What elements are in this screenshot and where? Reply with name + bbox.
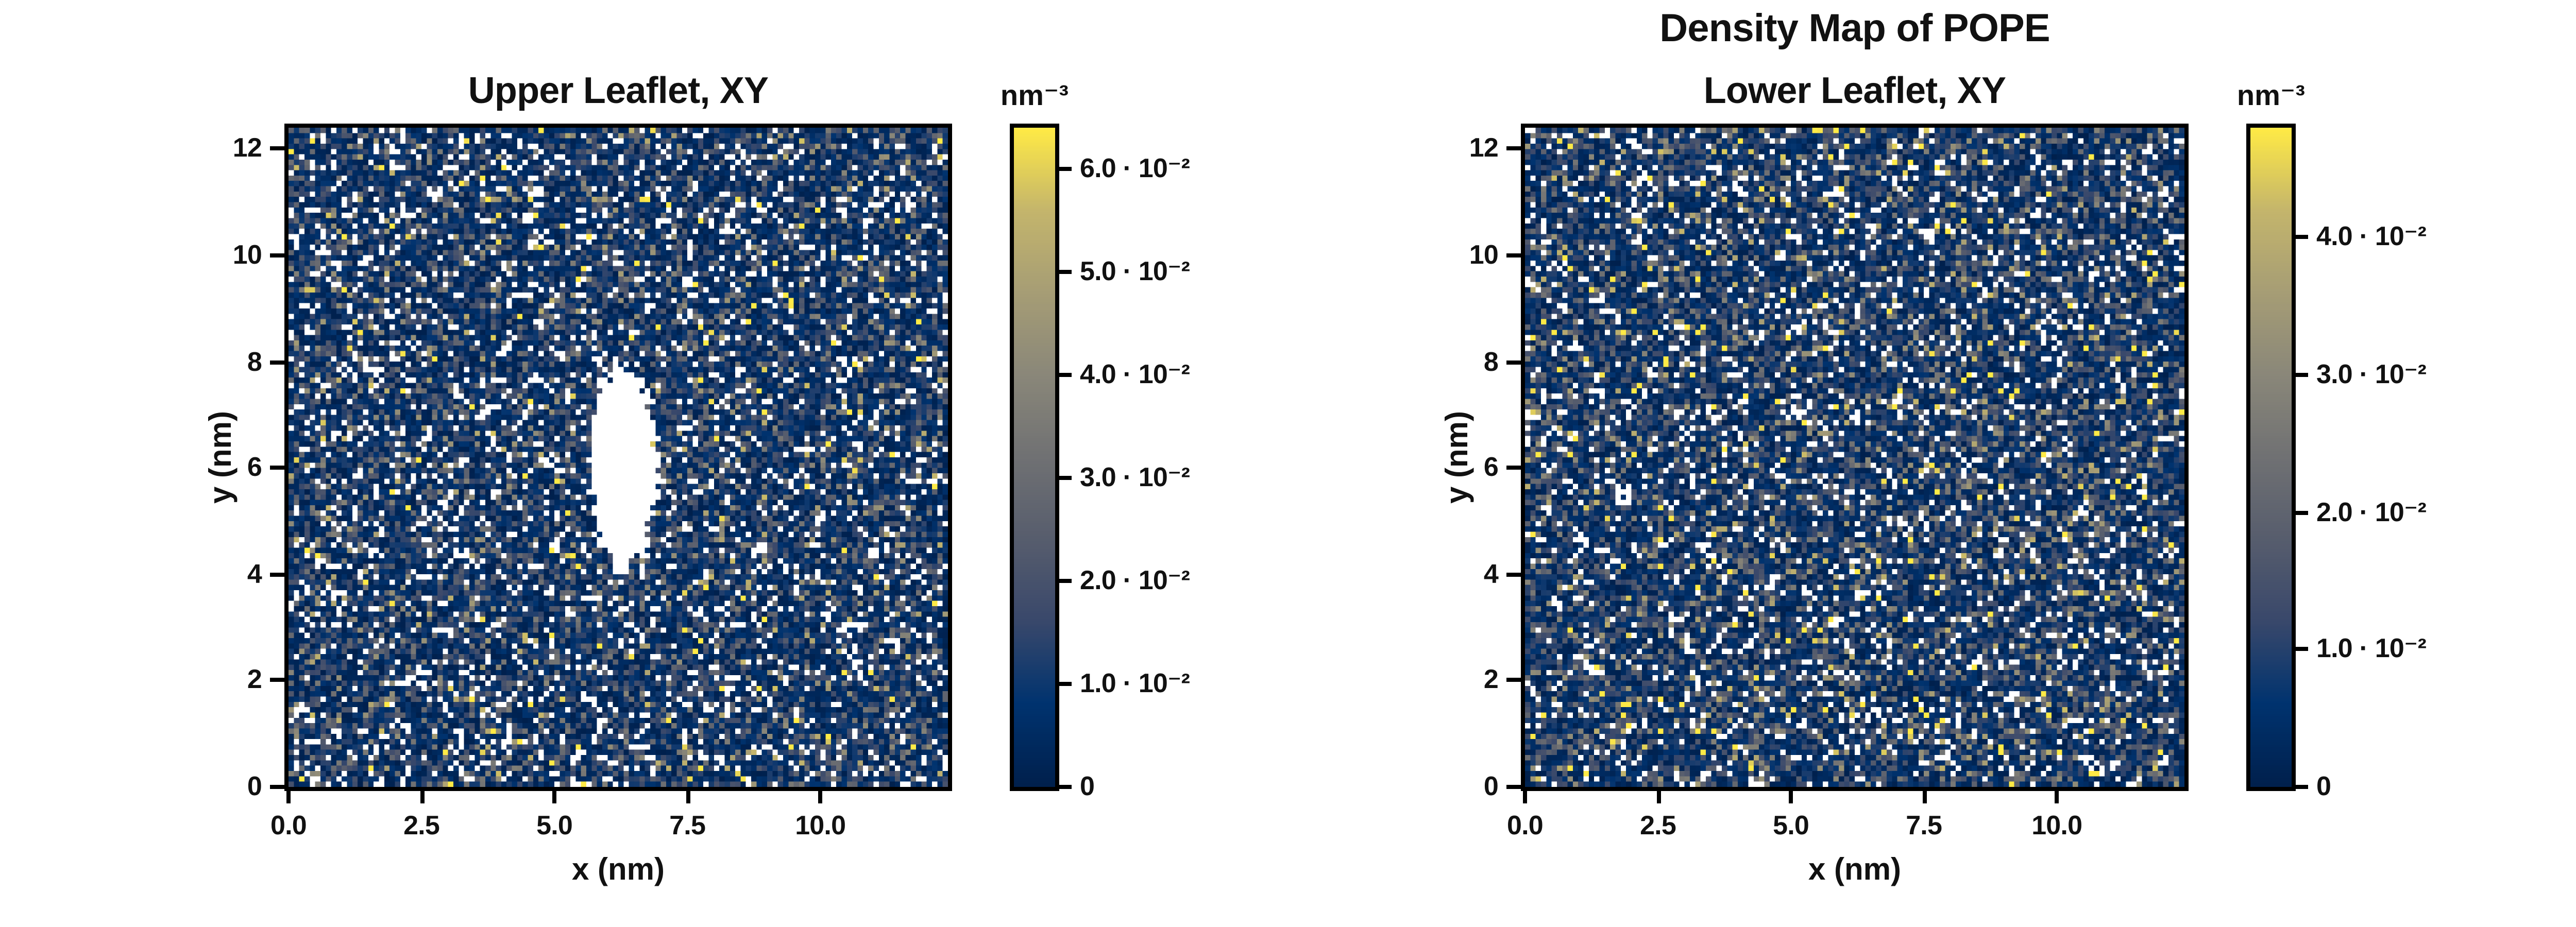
colorbar-tick-label: 1.0 · 10⁻² — [1080, 667, 1190, 698]
colorbar-tick-label: 0 — [2316, 770, 2331, 801]
y-tick-label: 0 — [1483, 770, 1499, 801]
x-tick-label: 7.5 — [1906, 810, 1942, 840]
x-tick-mark — [1656, 791, 1660, 803]
colorbar-tick-mark — [1059, 270, 1072, 274]
colorbar-tick-mark — [1059, 476, 1072, 480]
colorbar-gradient — [2250, 128, 2292, 787]
colorbar-tick-mark — [1059, 167, 1072, 171]
colorbar-tick-label: 0 — [1080, 770, 1095, 801]
y-tick-mark — [1506, 359, 1521, 364]
figure-title: Density Map of POPE — [1659, 8, 2050, 52]
colorbar-tick-label: 3.0 · 10⁻² — [1080, 461, 1190, 492]
colorbar-tick-mark — [1059, 785, 1072, 789]
x-tick-mark — [286, 791, 291, 803]
y-tick-mark — [270, 253, 284, 258]
x-tick-mark — [2055, 791, 2059, 803]
y-tick-mark — [1506, 147, 1521, 151]
colorbar-tick-mark — [2296, 510, 2308, 514]
y-tick-mark — [270, 785, 284, 789]
x-tick-label: 5.0 — [536, 810, 573, 840]
x-tick-mark — [1523, 791, 1527, 803]
colorbar-tick-mark — [2296, 373, 2308, 377]
x-tick-mark — [419, 791, 424, 803]
panel-title: Upper Leaflet, XY — [468, 70, 769, 111]
y-tick-label: 12 — [232, 132, 262, 164]
y-tick-label: 12 — [1469, 132, 1499, 164]
colorbar — [1010, 124, 1059, 791]
panel-upper-leaflet: Upper Leaflet, XY x (nm) y (nm) nm⁻³ 0.0… — [0, 0, 1236, 927]
x-tick-label: 7.5 — [669, 810, 706, 840]
y-tick-label: 0 — [247, 770, 262, 801]
colorbar-tick-mark — [2296, 235, 2308, 240]
x-tick-label: 0.0 — [1507, 810, 1544, 840]
colorbar — [2246, 124, 2296, 791]
x-tick-mark — [685, 791, 690, 803]
y-tick-mark — [1506, 253, 1521, 258]
colorbar-gradient — [1014, 128, 1055, 787]
colorbar-tick-label: 4.0 · 10⁻² — [2316, 221, 2427, 252]
x-tick-mark — [552, 791, 557, 803]
x-tick-mark — [818, 791, 823, 803]
colorbar-tick-mark — [2296, 647, 2308, 652]
y-tick-label: 2 — [1483, 664, 1499, 695]
y-tick-mark — [1506, 466, 1521, 470]
heatmap-canvas — [1525, 128, 2184, 787]
y-tick-label: 6 — [247, 451, 262, 483]
x-tick-label: 2.5 — [1640, 810, 1676, 840]
y-tick-label: 6 — [1483, 451, 1499, 483]
y-tick-mark — [1506, 572, 1521, 577]
y-tick-label: 10 — [1469, 238, 1499, 270]
colorbar-unit-label: nm⁻³ — [2236, 78, 2306, 111]
colorbar-tick-label: 2.0 · 10⁻² — [2316, 495, 2427, 527]
x-tick-mark — [1789, 791, 1793, 803]
y-tick-label: 4 — [1483, 558, 1499, 589]
y-tick-mark — [270, 147, 284, 151]
x-tick-mark — [1922, 791, 1926, 803]
y-tick-mark — [1506, 678, 1521, 683]
panel-title: Lower Leaflet, XY — [1703, 70, 2006, 111]
panel-lower-leaflet: Lower Leaflet, XY x (nm) y (nm) nm⁻³ 0.0… — [1236, 0, 2473, 927]
x-tick-label: 10.0 — [795, 810, 846, 840]
colorbar-tick-mark — [1059, 579, 1072, 583]
x-tick-label: 2.5 — [403, 810, 440, 840]
y-tick-label: 4 — [247, 558, 262, 589]
colorbar-tick-mark — [1059, 373, 1072, 377]
heatmap-plot-lower — [1521, 124, 2189, 791]
colorbar-tick-label: 5.0 · 10⁻² — [1080, 255, 1190, 286]
colorbar-tick-mark — [2296, 785, 2308, 789]
y-tick-label: 2 — [247, 664, 262, 695]
y-tick-mark — [270, 572, 284, 577]
y-tick-mark — [270, 466, 284, 470]
y-tick-label: 10 — [232, 238, 262, 270]
colorbar-unit-label: nm⁻³ — [1000, 78, 1069, 111]
y-tick-mark — [270, 678, 284, 683]
y-tick-label: 8 — [247, 345, 262, 376]
panel-transversal-view: Transversal View, YZ y (nm) z (nm) nm⁻³ … — [2494, 0, 2576, 927]
heatmap-plot-upper — [284, 124, 952, 791]
colorbar-tick-label: 2.0 · 10⁻² — [1080, 564, 1190, 595]
x-tick-label: 5.0 — [1773, 810, 1809, 840]
colorbar-tick-mark — [1059, 682, 1072, 686]
y-tick-mark — [270, 359, 284, 364]
x-axis-label: x (nm) — [1808, 853, 1901, 888]
y-tick-label: 8 — [1483, 345, 1499, 376]
x-tick-label: 10.0 — [2031, 810, 2082, 840]
colorbar-tick-label: 3.0 · 10⁻² — [2316, 358, 2427, 389]
colorbar-tick-label: 4.0 · 10⁻² — [1080, 358, 1190, 389]
x-axis-label: x (nm) — [572, 853, 665, 888]
colorbar-tick-label: 1.0 · 10⁻² — [2316, 633, 2427, 664]
y-tick-mark — [1506, 785, 1521, 789]
heatmap-canvas — [289, 128, 948, 787]
x-tick-label: 0.0 — [270, 810, 307, 840]
colorbar-tick-label: 6.0 · 10⁻² — [1080, 152, 1190, 183]
